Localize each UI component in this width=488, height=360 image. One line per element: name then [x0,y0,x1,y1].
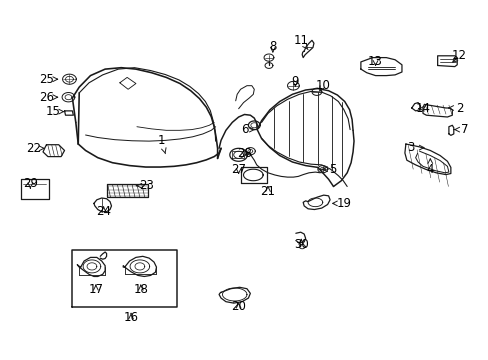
Text: 25: 25 [39,73,58,86]
Text: 15: 15 [45,105,63,118]
Text: 6: 6 [240,123,255,136]
Text: 27: 27 [231,163,245,176]
Text: 7: 7 [453,123,468,136]
Text: 10: 10 [315,79,329,92]
Text: 3: 3 [406,141,423,154]
Text: 12: 12 [451,49,466,62]
Text: 19: 19 [332,197,351,210]
Text: 5: 5 [321,163,336,176]
Text: 26: 26 [39,91,58,104]
Text: 14: 14 [415,102,429,115]
Text: 4: 4 [426,159,433,176]
Text: 20: 20 [231,300,245,313]
Text: 13: 13 [367,55,382,68]
Text: 21: 21 [260,185,275,198]
Text: 24: 24 [96,205,111,218]
Text: 2: 2 [447,102,463,114]
Text: 22: 22 [26,142,44,155]
Text: 18: 18 [133,283,148,296]
Text: 16: 16 [123,311,138,324]
Text: 8: 8 [268,40,276,53]
Text: 11: 11 [293,34,307,50]
Text: 29: 29 [23,177,38,190]
Text: 30: 30 [293,238,308,251]
Text: 9: 9 [291,75,299,88]
Text: 28: 28 [237,147,251,159]
Text: 1: 1 [157,134,166,154]
Text: 17: 17 [88,283,103,296]
Text: 23: 23 [136,179,154,192]
